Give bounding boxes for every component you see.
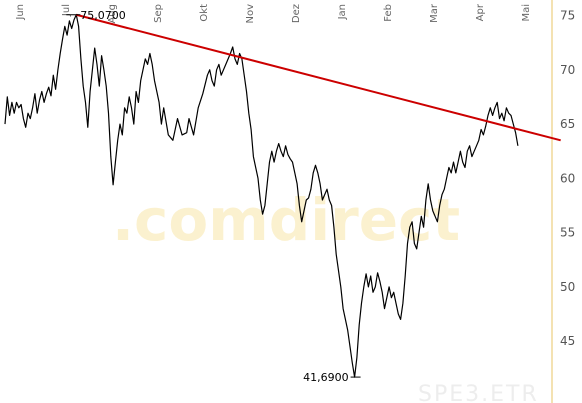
annotation-layer: 75,0700 41,6900 — [66, 9, 361, 384]
x-axis-labels: Jun Jul Aug Sep Okt Nov Dez Jan Feb Mar Apr Mai — [15, 3, 532, 23]
series-layer — [4, 14, 519, 378]
watermark-ticker: SPE3.ETR — [418, 382, 539, 403]
y-axis-labels: 45 50 55 60 65 70 75 — [560, 9, 575, 349]
x-tick-label: Aug — [107, 4, 118, 24]
x-tick-label: Mai — [521, 4, 532, 22]
x-tick-label: Apr — [475, 3, 486, 21]
y-tick-label: 65 — [560, 117, 575, 131]
x-tick-label: Jan — [337, 4, 348, 20]
annotation-low-label: 41,6900 — [303, 371, 349, 384]
y-tick-label: 45 — [560, 334, 575, 348]
trend-line — [76, 13, 561, 142]
y-tick-label: 70 — [560, 63, 575, 77]
x-tick-label: Feb — [383, 4, 394, 22]
y-tick-label: 50 — [560, 280, 575, 294]
y-tick-label: 60 — [560, 171, 575, 185]
x-tick-label: Sep — [153, 4, 164, 23]
x-tick-label: Dez — [291, 4, 302, 23]
x-tick-label: Okt — [199, 4, 210, 22]
watermark: .comdirect — [112, 186, 460, 254]
x-tick-label: Mar — [429, 3, 440, 23]
x-tick-label: Jul — [61, 4, 72, 17]
y-tick-label: 75 — [560, 9, 575, 23]
x-tick-label: Nov — [245, 4, 256, 24]
annotation-high-label: 75,0700 — [80, 9, 126, 22]
y-tick-label: 55 — [560, 226, 575, 240]
trend-layer — [76, 13, 561, 142]
price-series-line — [4, 14, 519, 378]
x-tick-label: Jun — [15, 4, 26, 21]
watermark-brand: .comdirect — [112, 186, 460, 254]
